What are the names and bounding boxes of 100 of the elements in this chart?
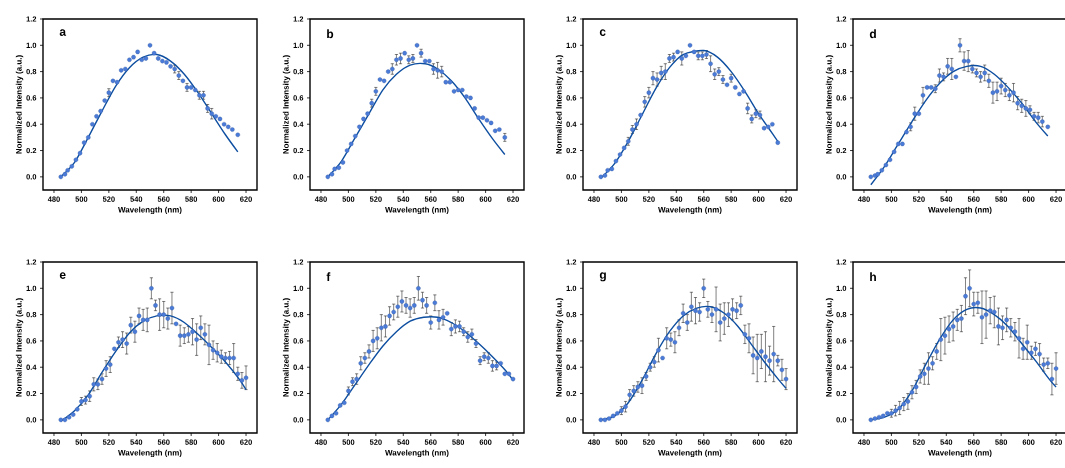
point bbox=[708, 61, 713, 66]
point bbox=[679, 56, 685, 61]
point bbox=[164, 60, 169, 65]
point bbox=[887, 157, 893, 162]
point bbox=[329, 413, 335, 419]
point bbox=[147, 43, 153, 48]
point bbox=[357, 124, 362, 130]
point bbox=[685, 320, 690, 325]
point bbox=[210, 347, 216, 353]
point bbox=[194, 337, 199, 342]
point bbox=[492, 128, 498, 134]
point bbox=[235, 371, 241, 377]
point bbox=[883, 162, 889, 168]
point bbox=[920, 93, 926, 98]
point bbox=[160, 58, 165, 64]
point bbox=[455, 87, 461, 93]
point bbox=[680, 311, 686, 316]
point bbox=[412, 303, 417, 308]
point bbox=[62, 417, 68, 423]
point bbox=[139, 57, 145, 63]
point bbox=[506, 371, 512, 377]
point bbox=[966, 58, 971, 64]
line-series bbox=[870, 64, 1049, 186]
point bbox=[717, 320, 723, 325]
point bbox=[428, 320, 433, 325]
point bbox=[424, 303, 429, 308]
point bbox=[202, 332, 208, 337]
point bbox=[957, 43, 963, 48]
point bbox=[395, 304, 401, 309]
text: g bbox=[599, 272, 606, 282]
point bbox=[950, 324, 956, 329]
point bbox=[165, 316, 171, 321]
point bbox=[476, 115, 481, 120]
point bbox=[771, 351, 776, 357]
point bbox=[759, 349, 764, 354]
point bbox=[598, 174, 604, 180]
point bbox=[132, 329, 138, 334]
point bbox=[416, 286, 421, 291]
point bbox=[472, 106, 477, 111]
point bbox=[992, 309, 997, 315]
point bbox=[128, 322, 134, 328]
point bbox=[460, 87, 465, 93]
point bbox=[325, 174, 331, 180]
point bbox=[118, 68, 124, 73]
point bbox=[484, 118, 490, 123]
point bbox=[928, 85, 934, 90]
text: d bbox=[869, 29, 876, 39]
point bbox=[468, 95, 473, 101]
point bbox=[1000, 325, 1005, 331]
text: a bbox=[59, 29, 67, 36]
point bbox=[693, 308, 698, 313]
point bbox=[98, 108, 103, 114]
point bbox=[737, 91, 742, 97]
point bbox=[955, 317, 960, 323]
point bbox=[613, 158, 619, 164]
point bbox=[502, 371, 508, 377]
point bbox=[946, 326, 952, 332]
point bbox=[182, 333, 187, 338]
point bbox=[145, 317, 150, 323]
point bbox=[127, 57, 132, 63]
point bbox=[110, 78, 116, 84]
point bbox=[383, 324, 388, 329]
point bbox=[58, 417, 64, 423]
point bbox=[937, 73, 942, 78]
point bbox=[763, 354, 768, 359]
point bbox=[235, 132, 241, 137]
point bbox=[58, 174, 64, 180]
point bbox=[427, 58, 432, 64]
point bbox=[934, 349, 939, 354]
point bbox=[868, 417, 874, 423]
point bbox=[767, 358, 772, 363]
point bbox=[1012, 329, 1018, 334]
point bbox=[131, 54, 136, 60]
point bbox=[975, 300, 981, 306]
point bbox=[497, 127, 502, 132]
point bbox=[374, 336, 380, 341]
point bbox=[186, 332, 191, 337]
point bbox=[358, 361, 363, 366]
point bbox=[876, 414, 882, 420]
point bbox=[198, 325, 203, 331]
text: b bbox=[327, 29, 334, 39]
point bbox=[332, 166, 337, 172]
point bbox=[697, 309, 702, 315]
point bbox=[761, 125, 767, 131]
point bbox=[912, 111, 917, 116]
point bbox=[336, 165, 342, 170]
point bbox=[916, 111, 922, 116]
point bbox=[996, 324, 1001, 329]
point bbox=[151, 50, 157, 56]
point bbox=[945, 64, 950, 69]
point bbox=[668, 337, 674, 342]
point bbox=[726, 312, 731, 317]
point bbox=[69, 164, 75, 169]
point bbox=[900, 141, 905, 147]
point bbox=[86, 135, 91, 140]
point bbox=[621, 145, 627, 151]
point bbox=[689, 304, 694, 309]
point bbox=[325, 417, 331, 423]
point bbox=[225, 124, 231, 130]
point bbox=[65, 168, 70, 173]
